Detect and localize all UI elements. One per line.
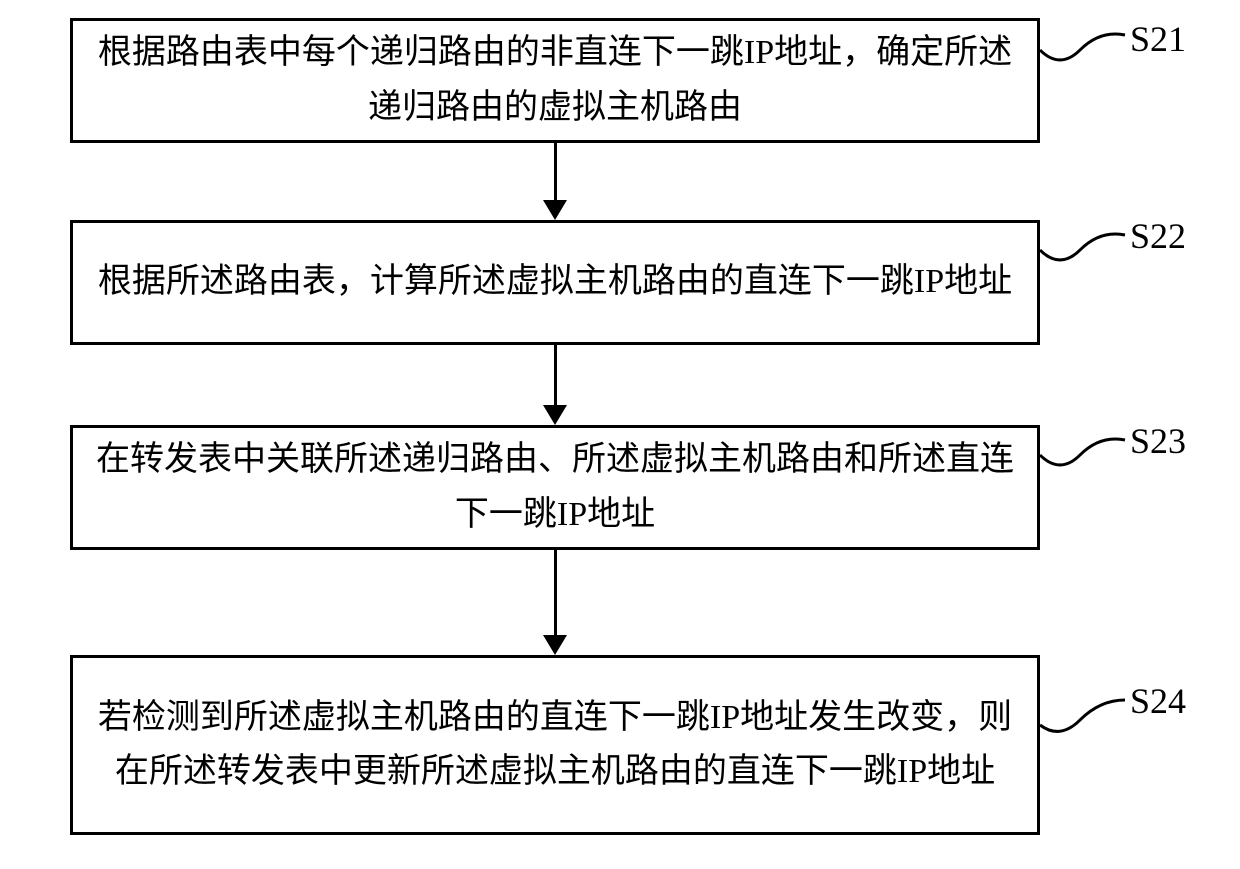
connector-s22 [1040,220,1135,270]
connector-s24 [1040,680,1135,740]
arrow-s23-s24 [543,550,567,655]
connector-s23 [1040,425,1135,475]
arrow-s21-s22 [543,143,567,220]
step-label-s22: S22 [1130,215,1186,257]
step-text-s22: 根据所述路由表，计算所述虚拟主机路由的直连下一跳IP地址 [93,255,1017,309]
step-text-s21: 根据路由表中每个递归路由的非直连下一跳IP地址，确定所述递归路由的虚拟主机路由 [93,26,1017,135]
step-box-s24: 若检测到所述虚拟主机路由的直连下一跳IP地址发生改变，则在所述转发表中更新所述虚… [70,655,1040,835]
step-label-s23: S23 [1130,420,1186,462]
flowchart-container: 根据路由表中每个递归路由的非直连下一跳IP地址，确定所述递归路由的虚拟主机路由 … [0,0,1240,869]
step-label-s21: S21 [1130,18,1186,60]
step-label-s24: S24 [1130,680,1186,722]
step-text-s23: 在转发表中关联所述递归路由、所述虚拟主机路由和所述直连下一跳IP地址 [93,433,1017,542]
connector-s21 [1040,20,1135,70]
arrow-s22-s23 [543,345,567,425]
step-box-s22: 根据所述路由表，计算所述虚拟主机路由的直连下一跳IP地址 [70,220,1040,345]
step-box-s23: 在转发表中关联所述递归路由、所述虚拟主机路由和所述直连下一跳IP地址 [70,425,1040,550]
step-text-s24: 若检测到所述虚拟主机路由的直连下一跳IP地址发生改变，则在所述转发表中更新所述虚… [93,691,1017,800]
step-box-s21: 根据路由表中每个递归路由的非直连下一跳IP地址，确定所述递归路由的虚拟主机路由 [70,18,1040,143]
